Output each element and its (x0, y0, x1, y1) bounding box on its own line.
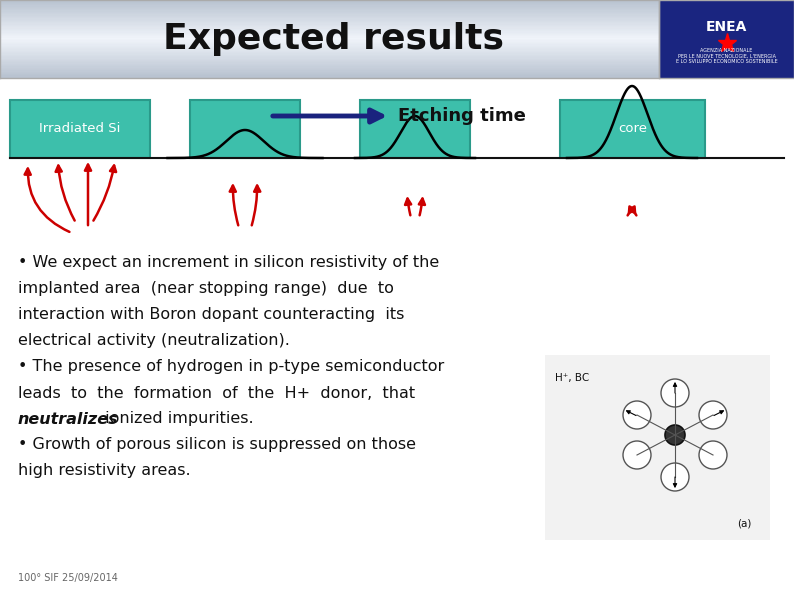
Bar (0, 14, 659, 15)
Bar (0, 1, 659, 2)
Bar (0, 9, 659, 10)
Bar (0, 54, 659, 55)
Circle shape (665, 425, 685, 445)
Text: AGENZIA NAZIONALE
PER LE NUOVE TECNOLOGIE, L'ENERGIA
E LO SVILUPPO ECONOMICO SOS: AGENZIA NAZIONALE PER LE NUOVE TECNOLOGI… (676, 48, 777, 64)
Bar (659, 0, 794, 78)
Bar (0, 56, 659, 57)
Text: interaction with Boron dopant counteracting  its: interaction with Boron dopant counteract… (18, 308, 404, 322)
Bar (0, 4, 659, 5)
Bar (0, 47, 659, 48)
Bar (0, 0, 659, 1)
Text: ionized impurities.: ionized impurities. (100, 412, 253, 427)
Bar (0, 35, 659, 36)
Bar (545, 355, 770, 540)
Bar (0, 70, 659, 71)
Bar (0, 51, 659, 52)
Bar (0, 60, 659, 61)
Bar (0, 49, 659, 51)
Bar (0, 10, 659, 12)
Text: (a): (a) (738, 518, 752, 528)
Bar (0, 17, 659, 18)
Bar (0, 66, 659, 68)
Bar (0, 36, 659, 37)
Circle shape (699, 401, 727, 429)
Bar (0, 8, 659, 9)
Bar (0, 48, 659, 49)
Bar (0, 65, 659, 66)
Bar (0, 58, 659, 60)
Bar (560, 100, 705, 158)
Text: high resistivity areas.: high resistivity areas. (18, 464, 191, 478)
Bar (0, 69, 659, 70)
Bar (0, 27, 659, 29)
Bar (0, 52, 659, 54)
Bar (0, 5, 659, 7)
Bar (0, 77, 659, 78)
Text: H⁺, BC: H⁺, BC (555, 373, 589, 383)
Bar (0, 74, 659, 76)
Text: leads  to  the  formation  of  the  H+  donor,  that: leads to the formation of the H+ donor, … (18, 386, 415, 400)
Circle shape (661, 463, 689, 491)
Bar (0, 23, 659, 25)
Bar (0, 33, 659, 34)
Bar (0, 64, 659, 65)
Bar (0, 45, 659, 47)
Bar (0, 34, 659, 35)
Bar (0, 26, 659, 27)
Bar (0, 18, 659, 20)
Bar (0, 76, 659, 77)
Text: Irradiated Si: Irradiated Si (40, 123, 121, 136)
Text: • Growth of porous silicon is suppressed on those: • Growth of porous silicon is suppressed… (18, 437, 416, 453)
Bar (10, 100, 150, 158)
Bar (190, 100, 300, 158)
Bar (0, 62, 659, 64)
Bar (360, 100, 470, 158)
Text: core: core (618, 123, 647, 136)
Bar (0, 2, 659, 4)
Bar (0, 12, 659, 13)
Bar (0, 42, 659, 43)
Circle shape (623, 441, 651, 469)
Bar (0, 71, 659, 73)
Bar (0, 57, 659, 58)
Text: ENEA: ENEA (706, 20, 747, 35)
Bar (0, 73, 659, 74)
Bar (0, 22, 659, 23)
Text: electrical activity (neutralization).: electrical activity (neutralization). (18, 334, 290, 349)
Text: neutralizes: neutralizes (18, 412, 118, 427)
Bar (0, 37, 659, 39)
Circle shape (623, 401, 651, 429)
Bar (0, 61, 659, 62)
Bar (0, 21, 659, 22)
Bar (0, 30, 659, 31)
Bar (0, 44, 659, 45)
Text: • We expect an increment in silicon resistivity of the: • We expect an increment in silicon resi… (18, 255, 439, 271)
Bar (0, 29, 659, 30)
Circle shape (699, 441, 727, 469)
Bar (0, 55, 659, 56)
Text: • The presence of hydrogen in p-type semiconductor: • The presence of hydrogen in p-type sem… (18, 359, 445, 374)
Bar (0, 31, 659, 33)
Bar (0, 68, 659, 69)
Text: Expected results: Expected results (163, 22, 504, 56)
Text: Etching time: Etching time (398, 107, 526, 125)
Text: 100° SIF 25/09/2014: 100° SIF 25/09/2014 (18, 573, 118, 583)
Bar (0, 7, 659, 8)
Bar (0, 13, 659, 14)
Bar (0, 43, 659, 44)
Bar (0, 25, 659, 26)
Bar (0, 15, 659, 17)
Circle shape (661, 379, 689, 407)
Text: implanted area  (near stopping range)  due  to: implanted area (near stopping range) due… (18, 281, 394, 296)
Bar (0, 40, 659, 42)
Bar (0, 39, 659, 40)
Bar (0, 20, 659, 21)
